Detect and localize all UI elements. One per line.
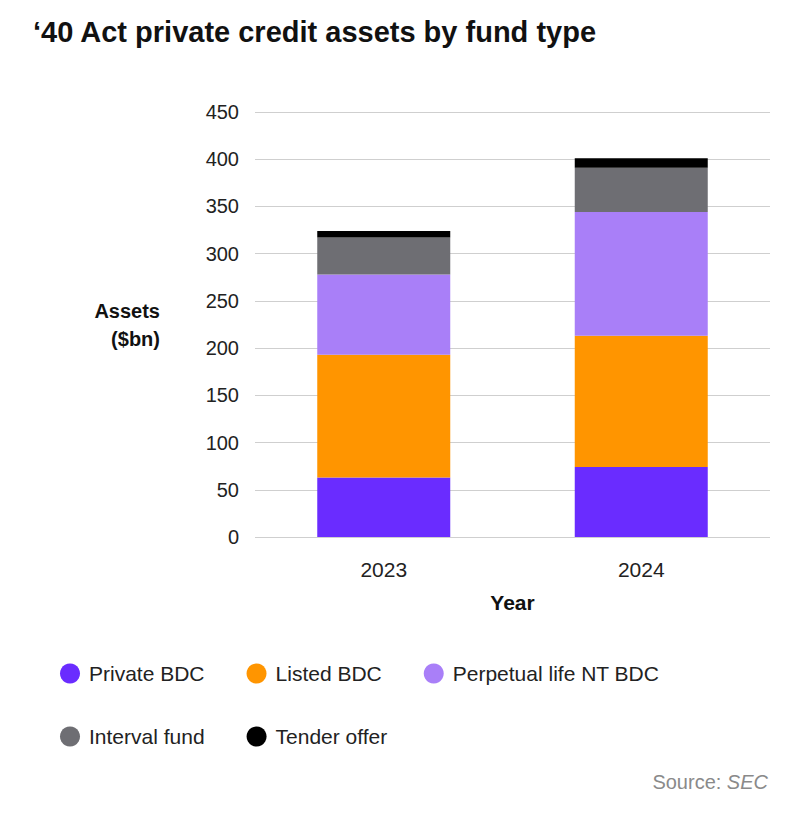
svg-text:2023: 2023: [360, 558, 407, 581]
svg-text:Source:: Source:: [652, 771, 721, 793]
svg-text:2024: 2024: [618, 558, 665, 581]
svg-text:400: 400: [206, 148, 239, 170]
svg-text:250: 250: [206, 290, 239, 312]
svg-text:Tender offer: Tender offer: [276, 725, 388, 748]
svg-text:300: 300: [206, 243, 239, 265]
svg-text:Year: Year: [490, 591, 534, 614]
svg-text:200: 200: [206, 337, 239, 359]
svg-text:450: 450: [206, 101, 239, 123]
svg-text:SEC: SEC: [721, 771, 768, 793]
svg-text:‘40 Act private credit assets: ‘40 Act private credit assets by fund ty…: [33, 16, 596, 48]
svg-text:350: 350: [206, 195, 239, 217]
svg-text:($bn): ($bn): [111, 328, 160, 350]
svg-text:Interval fund: Interval fund: [89, 725, 205, 748]
svg-text:0: 0: [228, 526, 239, 548]
svg-text:150: 150: [206, 384, 239, 406]
svg-text:50: 50: [217, 479, 239, 501]
svg-text:Private BDC: Private BDC: [89, 662, 205, 685]
svg-text:Perpetual life NT BDC: Perpetual life NT BDC: [453, 662, 659, 685]
svg-text:Listed BDC: Listed BDC: [276, 662, 382, 685]
svg-text:100: 100: [206, 432, 239, 454]
svg-text:Assets: Assets: [94, 300, 160, 322]
